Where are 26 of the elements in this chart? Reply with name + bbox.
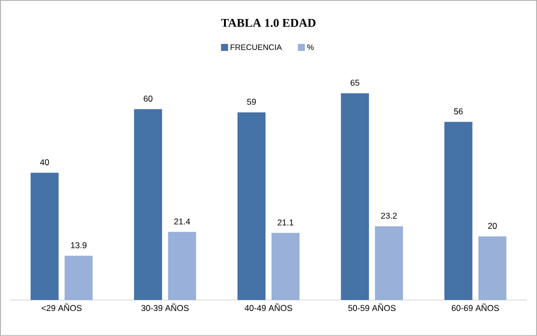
data-label: 59	[247, 98, 256, 105]
bar	[168, 232, 196, 300]
bar	[374, 226, 403, 300]
x-tick-label: 40-49 AÑOS	[244, 304, 292, 312]
data-label: 21.4	[174, 218, 190, 224]
x-tick-label: 30-39 AÑOS	[141, 304, 189, 312]
x-tick-label: 50-59 AÑOS	[348, 304, 396, 312]
data-label: 65	[350, 80, 360, 86]
bar	[478, 236, 506, 300]
bar	[64, 256, 93, 300]
data-label: 60	[144, 96, 152, 102]
bar	[237, 112, 266, 300]
bar	[30, 172, 59, 300]
data-label: 56	[454, 108, 463, 114]
bar	[340, 93, 369, 300]
data-label: 40	[40, 159, 49, 166]
data-label: 13.9	[71, 242, 86, 248]
bar	[272, 232, 300, 300]
data-label: 21.1	[278, 219, 294, 226]
bar	[444, 122, 472, 300]
bar	[134, 109, 162, 300]
x-tick-label: <29 AÑOS	[42, 304, 82, 312]
chart-title: TABLA 1.0 EDAD	[221, 18, 316, 28]
data-label: 23.2	[381, 212, 397, 219]
data-label: 20	[488, 222, 497, 229]
x-tick-label: 60-69 AÑOS	[452, 304, 499, 312]
